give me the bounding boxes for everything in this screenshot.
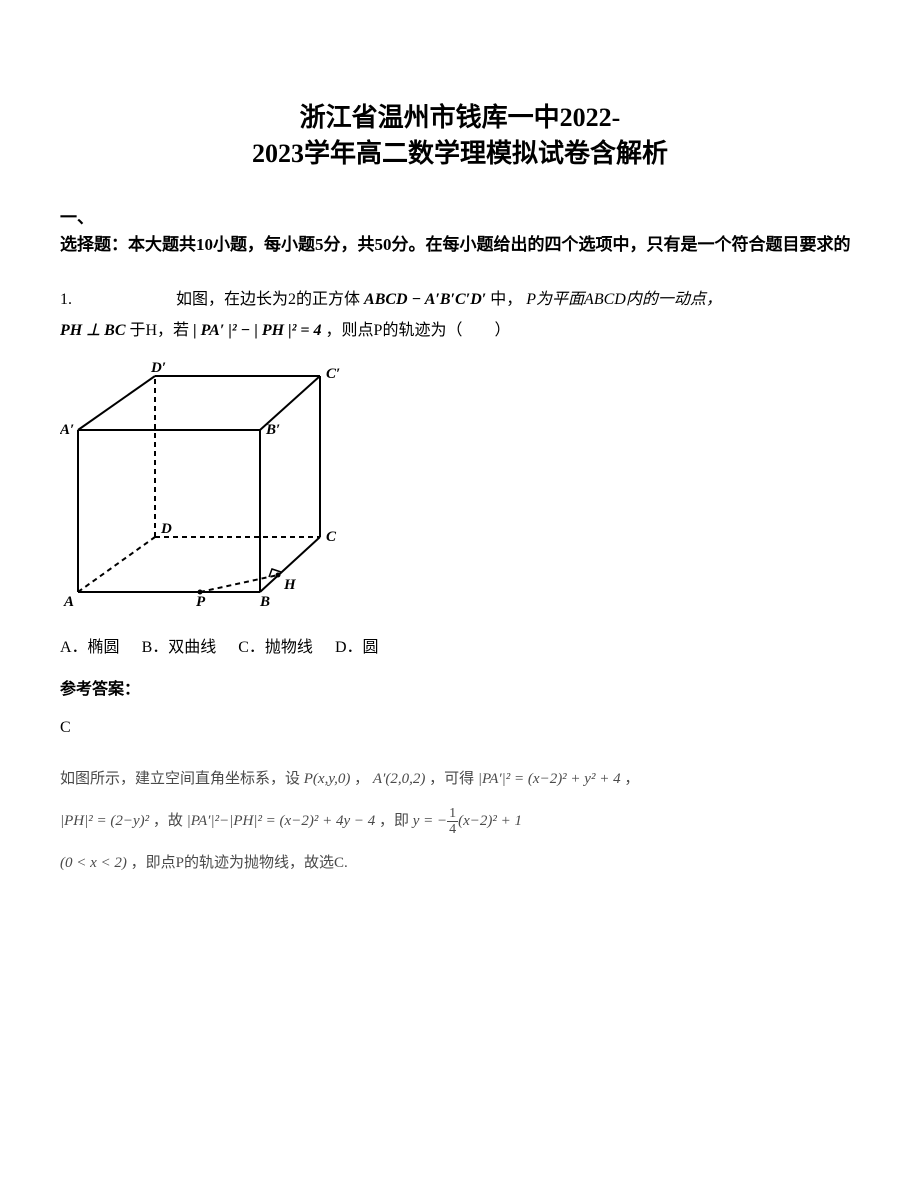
svg-text:D′: D′ <box>150 362 166 376</box>
question-1: 1. 如图，在边长为2的正方体 ABCD − A′B′C′D′ 中， P为平面A… <box>60 285 860 346</box>
frac-num: 1 <box>447 806 458 822</box>
cube-diagram: A B C D A′ B′ C′ D′ P H <box>60 362 860 617</box>
svg-text:B′: B′ <box>265 422 280 438</box>
expl1-a: A′(2,0,2) <box>373 771 425 787</box>
svg-text:A: A <box>63 594 74 610</box>
q1-formula-ph-perp: PH ⊥ BC <box>60 322 126 339</box>
expl1-mid: ， <box>354 771 369 787</box>
q1-text-3: P为平面ABCD内的一动点， <box>526 291 722 308</box>
q1-formula-main: | PA′ |² − | PH |² = 4 <box>193 322 321 339</box>
expl3-domain: (0 < x < 2) <box>60 855 127 871</box>
section-description: 选择题：本大题共10小题，每小题5分，共50分。在每小题给出的四个选项中，只有是… <box>60 232 860 258</box>
q1-text-2: 中， <box>490 291 522 308</box>
option-d: D．圆 <box>335 639 379 656</box>
q1-line2-text2: ，则点P的轨迹为（ ） <box>326 322 511 339</box>
svg-text:D: D <box>160 521 172 537</box>
document-title: 浙江省温州市钱库一中2022- 2023学年高二数学理模拟试卷含解析 <box>60 100 860 173</box>
answer-letter: C <box>60 719 860 737</box>
svg-text:C′: C′ <box>326 366 340 382</box>
svg-text:P: P <box>196 594 206 610</box>
title-line-2: 2023学年高二数学理模拟试卷含解析 <box>60 136 860 172</box>
cube-svg: A B C D A′ B′ C′ D′ P H <box>60 362 340 612</box>
svg-text:A′: A′ <box>60 422 74 438</box>
expl1-prefix: 如图所示，建立空间直角坐标系，设 <box>60 771 300 787</box>
q1-text-1: 如图，在边长为2的正方体 <box>176 291 360 308</box>
answer-label: 参考答案： <box>60 675 860 699</box>
q1-cube-name: ABCD − A′B′C′D′ <box>364 291 486 308</box>
explanation: 如图所示，建立空间直角坐标系，设 P(x,y,0) ， A′(2,0,2) ，可… <box>60 761 860 881</box>
expl2-fraction: 14 <box>447 806 458 838</box>
expl-line-1: 如图所示，建立空间直角坐标系，设 P(x,y,0) ， A′(2,0,2) ，可… <box>60 761 860 797</box>
expl2-eq-rhs: (x−2)² + 1 <box>458 813 522 829</box>
expl1-mid2: ，可得 <box>429 771 474 787</box>
title-line-1: 浙江省温州市钱库一中2022- <box>60 100 860 136</box>
expl3-text: ，即点P的轨迹为抛物线，故选C. <box>131 855 348 871</box>
expl2-mid2: ，即 <box>379 813 409 829</box>
expl2-mid: ，故 <box>153 813 183 829</box>
expl2-eq-lhs: y = − <box>413 813 447 829</box>
svg-text:B: B <box>259 594 270 610</box>
question-options: A．椭圆 B．双曲线 C．抛物线 D．圆 <box>60 633 860 657</box>
section-heading: 一、 <box>60 203 860 228</box>
frac-den: 4 <box>447 822 458 837</box>
option-c: C．抛物线 <box>238 639 313 656</box>
question-number: 1. <box>60 285 80 315</box>
expl1-p: P(x,y,0) <box>304 771 351 787</box>
q1-line2-text1: 于H，若 <box>130 322 190 339</box>
expl2-formula: |PA′|²−|PH|² = (x−2)² + 4y − 4 <box>187 813 376 829</box>
expl-line-2: |PH|² = (2−y)² ，故 |PA′|²−|PH|² = (x−2)² … <box>60 803 860 839</box>
svg-text:H: H <box>283 577 297 593</box>
expl2-ph: |PH|² = (2−y)² <box>60 813 149 829</box>
svg-text:C: C <box>326 529 337 545</box>
expl-line-3: (0 < x < 2) ，即点P的轨迹为抛物线，故选C. <box>60 845 860 881</box>
expl1-formula: |PA′|² = (x−2)² + y² + 4 <box>478 771 621 787</box>
expl1-end: ， <box>624 771 639 787</box>
option-b: B．双曲线 <box>142 639 217 656</box>
option-a: A．椭圆 <box>60 639 120 656</box>
